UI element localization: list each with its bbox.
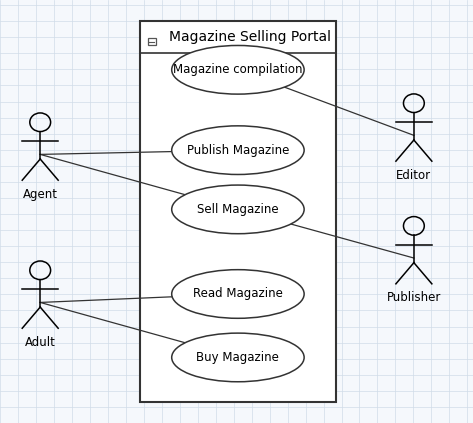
Text: Publisher: Publisher	[387, 291, 441, 305]
Text: Editor: Editor	[396, 169, 431, 182]
Ellipse shape	[172, 270, 304, 319]
Text: Sell Magazine: Sell Magazine	[197, 203, 279, 216]
Text: Buy Magazine: Buy Magazine	[196, 351, 280, 364]
Bar	[148, 38, 156, 45]
Text: Agent: Agent	[23, 188, 58, 201]
Text: Read Magazine: Read Magazine	[193, 288, 283, 300]
Ellipse shape	[172, 126, 304, 174]
FancyBboxPatch shape	[140, 21, 336, 402]
Ellipse shape	[172, 185, 304, 233]
Text: Publish Magazine: Publish Magazine	[187, 144, 289, 157]
Text: Magazine compilation: Magazine compilation	[173, 63, 303, 76]
Ellipse shape	[172, 46, 304, 94]
Text: Magazine Selling Portal: Magazine Selling Portal	[168, 30, 331, 44]
Ellipse shape	[172, 333, 304, 382]
Text: Adult: Adult	[25, 336, 56, 349]
